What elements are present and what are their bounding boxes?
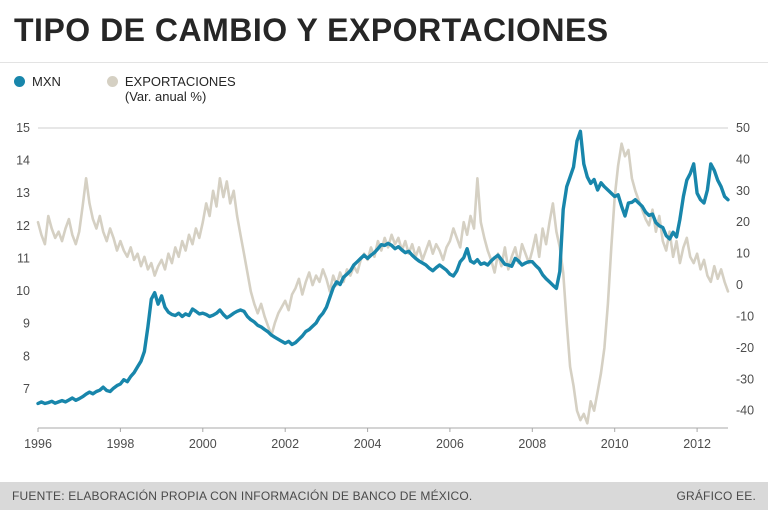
y-axis-right-label: 10 xyxy=(736,247,750,261)
x-axis-label: 1996 xyxy=(24,437,52,451)
legend-item-exportaciones: EXPORTACIONES (Var. anual %) xyxy=(106,74,236,104)
x-axis-label: 2002 xyxy=(271,437,299,451)
credit-text: GRÁFICO EE. xyxy=(676,489,756,503)
y-axis-left-label: 10 xyxy=(16,284,30,298)
y-axis-left-label: 12 xyxy=(16,219,30,233)
y-axis-right-label: 0 xyxy=(736,278,743,292)
series-exportaciones xyxy=(36,142,730,425)
y-axis-right-label: 30 xyxy=(736,184,750,198)
y-axis-right-label: -20 xyxy=(736,341,754,355)
y-axis-right-label: 40 xyxy=(736,152,750,166)
x-axis-label: 2006 xyxy=(436,437,464,451)
x-axis-label: 2008 xyxy=(518,437,546,451)
x-axis-label: 2012 xyxy=(683,437,711,451)
y-axis-right-label: 20 xyxy=(736,215,750,229)
y-axis-left-label: 14 xyxy=(16,154,30,168)
legend: MXN EXPORTACIONES (Var. anual %) xyxy=(14,74,236,104)
page-title: TIPO DE CAMBIO Y EXPORTACIONES xyxy=(14,12,609,48)
x-axis-label: 1998 xyxy=(106,437,134,451)
legend-item-mxn: MXN xyxy=(14,74,61,89)
chart: 1996 1998 2000 2002 2004 2006 2008 2010 20121514… xyxy=(16,121,754,451)
header-divider xyxy=(0,62,768,63)
y-axis-right-label: -40 xyxy=(736,404,754,418)
mxn-legend-label: MXN xyxy=(32,74,61,89)
exports-series-dot-icon xyxy=(106,76,118,87)
x-axis-label: 2004 xyxy=(354,437,382,451)
footer-bar: FUENTE: ELABORACIÓN PROPIA CON INFORMACI… xyxy=(0,482,768,510)
exports-legend-label: EXPORTACIONES xyxy=(124,74,236,89)
exports-legend-sublabel: (Var. anual %) xyxy=(124,89,207,104)
source-text: FUENTE: ELABORACIÓN PROPIA CON INFORMACI… xyxy=(12,489,473,503)
y-axis-left-label: 7 xyxy=(23,382,30,396)
y-axis-right-label: -30 xyxy=(736,372,754,386)
y-axis-right-label: -10 xyxy=(736,310,754,324)
mxn-series-dot-icon xyxy=(14,76,25,87)
y-axis-right-label: 50 xyxy=(736,121,750,135)
y-axis-left-label: 8 xyxy=(23,349,30,363)
x-axis-label: 2010 xyxy=(601,437,629,451)
series-mxn xyxy=(36,129,730,406)
y-axis-left-label: 11 xyxy=(17,251,30,265)
y-axis-left-label: 9 xyxy=(23,317,30,331)
y-axis-left-label: 13 xyxy=(16,186,30,200)
x-axis-label: 2000 xyxy=(189,437,217,451)
y-axis-left-label: 15 xyxy=(16,121,30,135)
